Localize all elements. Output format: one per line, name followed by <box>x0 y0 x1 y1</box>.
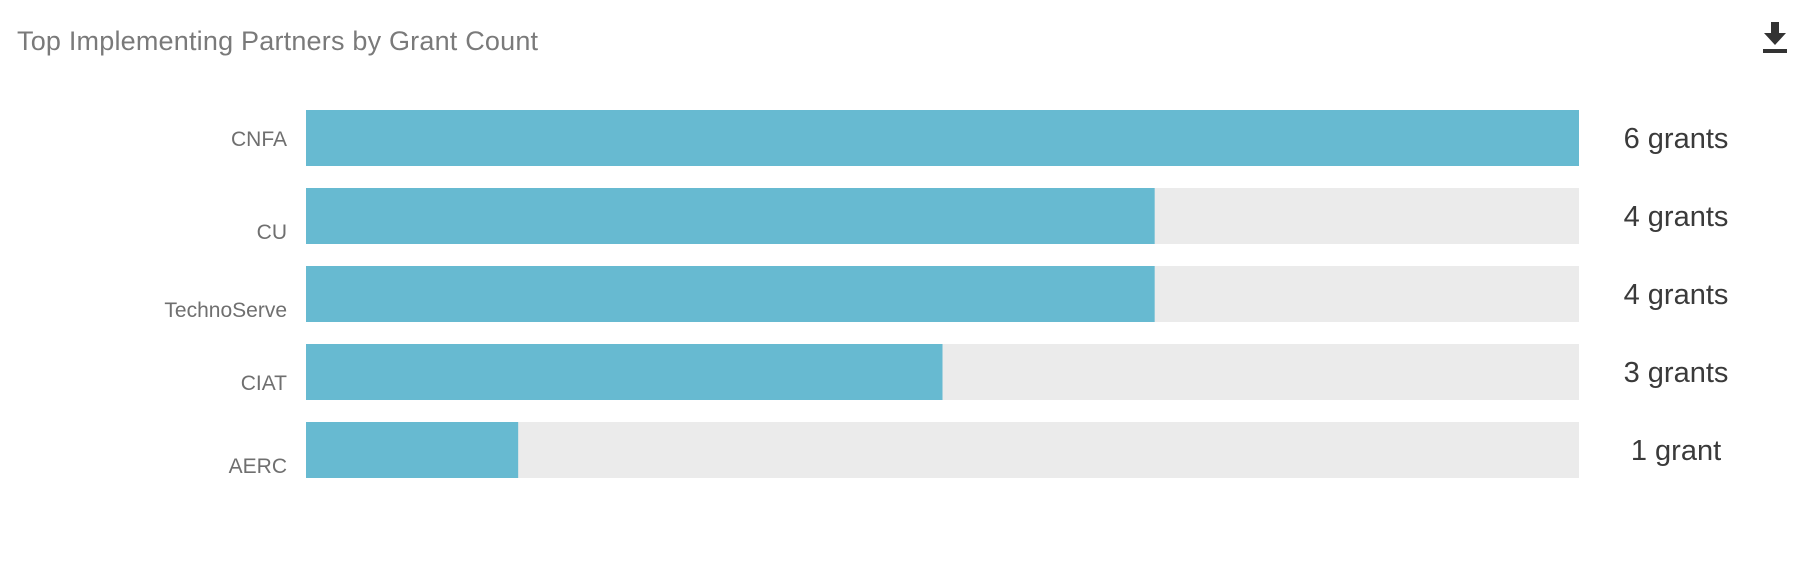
bar-technoserve[interactable] <box>306 266 1155 322</box>
bar-cu[interactable] <box>306 188 1155 244</box>
value-label: 1 grant <box>1631 435 1721 467</box>
value-label: 3 grants <box>1624 357 1729 389</box>
chart-title: Top Implementing Partners by Grant Count <box>17 26 539 56</box>
bar-aerc[interactable] <box>306 422 519 478</box>
bar-ciat[interactable] <box>306 344 943 400</box>
download-icon[interactable] <box>1760 20 1790 54</box>
category-label: TechnoServe <box>164 299 287 322</box>
value-label: 4 grants <box>1624 279 1729 311</box>
category-label: CNFA <box>231 128 287 151</box>
bar-cnfa[interactable] <box>306 110 1579 166</box>
category-label: CU <box>257 221 287 244</box>
value-label: 4 grants <box>1624 201 1729 233</box>
category-label: AERC <box>229 455 287 478</box>
value-label: 6 grants <box>1624 123 1729 155</box>
category-label: CIAT <box>241 372 287 395</box>
